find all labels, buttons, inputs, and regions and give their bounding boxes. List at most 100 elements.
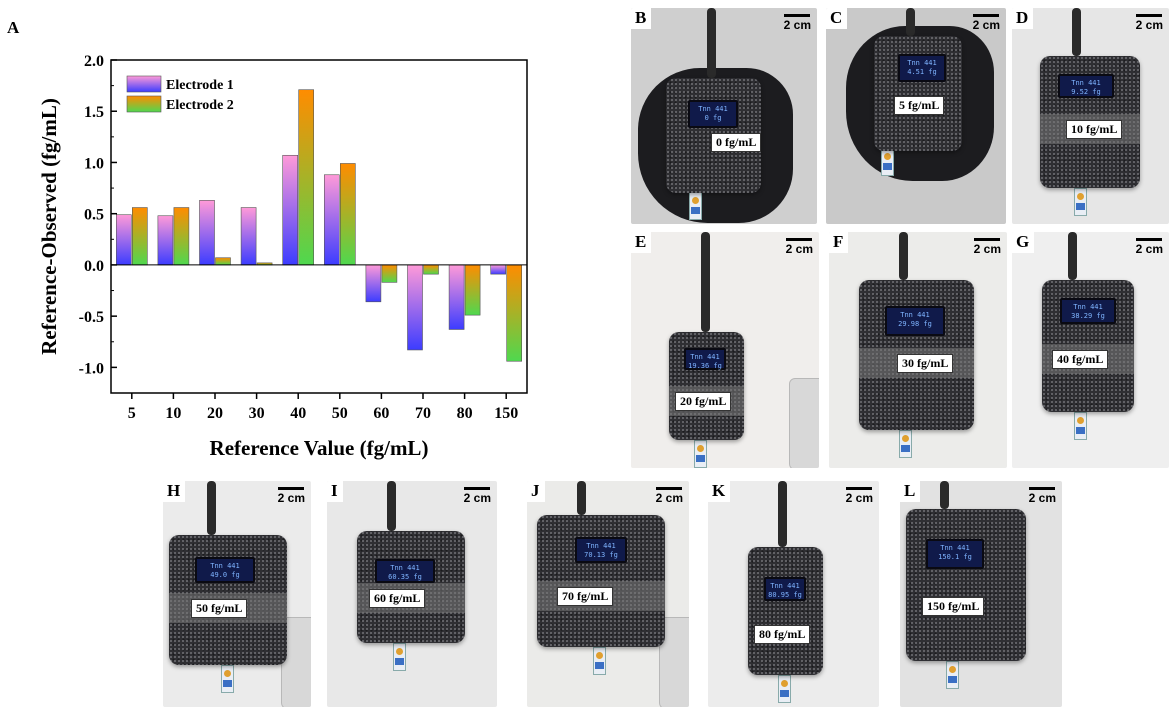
- device-photo-k: Tnn 441 80.95 fg 80 fg/mL K 2 cm: [708, 481, 879, 707]
- scale-bar: 2 cm: [656, 487, 683, 505]
- bar-40-series-2: [298, 89, 315, 266]
- panel-label: D: [1012, 8, 1034, 29]
- screen-line-1: Tnn 441: [390, 564, 420, 572]
- bar-40-series-1: [282, 154, 299, 266]
- concentration-label: 0 fg/mL: [711, 133, 762, 152]
- test-strip: [689, 192, 702, 220]
- bar-80-series-1: [448, 264, 465, 330]
- device-screen: Tnn 441 0 fg: [688, 100, 738, 128]
- screen-line-2: 49.0 fg: [210, 571, 240, 579]
- device-screen: Tnn 441 49.0 fg: [195, 557, 255, 583]
- screen-line-2: 70.13 fg: [584, 551, 618, 559]
- device-body: Tnn 441 60.35 fg 60 fg/mL: [357, 531, 465, 643]
- y-tick-label: 2.0: [84, 53, 104, 70]
- legend-swatch-series-1: [126, 75, 162, 93]
- device-body: Tnn 441 0 fg 0 fg/mL: [666, 78, 762, 193]
- device-photo-h: Tnn 441 49.0 fg 50 fg/mL H 2 cm: [163, 481, 311, 707]
- panel-label: B: [631, 8, 652, 29]
- test-strip: [946, 661, 959, 689]
- screen-line-2: 19.36 fg: [688, 362, 722, 370]
- screen-line-1: Tnn 441: [690, 353, 720, 361]
- scale-bar: 2 cm: [464, 487, 491, 505]
- bar-150-series-2: [506, 264, 523, 362]
- x-tick-label: 150: [494, 405, 518, 422]
- device-body: Tnn 441 49.0 fg 50 fg/mL: [169, 535, 287, 665]
- concentration-label: 30 fg/mL: [897, 354, 954, 373]
- scale-bar-label: 2 cm: [1135, 18, 1163, 32]
- x-tick-label: 10: [165, 405, 181, 422]
- legend-swatch-series-2: [126, 95, 162, 113]
- plot-frame: [110, 59, 528, 394]
- test-strip: [221, 665, 234, 693]
- device-screen: Tnn 441 60.35 fg: [375, 559, 435, 583]
- usb-cable: [1072, 8, 1081, 56]
- scale-bar: 2 cm: [1136, 238, 1163, 256]
- bar-30-series-1: [240, 207, 257, 266]
- y-tick-label: -1.0: [79, 360, 104, 377]
- y-tick-label: 1.0: [84, 155, 104, 172]
- x-tick-label: 60: [373, 405, 389, 422]
- panel-label: I: [327, 481, 343, 502]
- scale-bar: 2 cm: [973, 14, 1000, 32]
- bar-5-series-2: [132, 207, 148, 266]
- usb-cable: [387, 481, 396, 531]
- device-screen: Tnn 441 80.95 fg: [764, 577, 806, 601]
- x-tick-label: 20: [207, 405, 223, 422]
- concentration-label: 40 fg/mL: [1052, 350, 1109, 369]
- bar-60-series-1: [365, 264, 382, 303]
- device-photo-g: Tnn 441 38.29 fg 40 fg/mL G 2 cm: [1012, 232, 1169, 468]
- bar-5-series-1: [116, 214, 132, 266]
- panel-label: G: [1012, 232, 1035, 253]
- screen-line-1: Tnn 441: [770, 582, 800, 590]
- scale-bar-label: 2 cm: [1135, 242, 1163, 256]
- bar-20-series-2: [215, 257, 231, 266]
- test-strip: [393, 643, 406, 671]
- panel-label: E: [631, 232, 652, 253]
- usb-cable: [1068, 232, 1077, 280]
- screen-line-2: 38.29 fg: [1071, 312, 1105, 320]
- scale-bar: 2 cm: [278, 487, 305, 505]
- scale-bar-label: 2 cm: [785, 242, 813, 256]
- scale-bar: 2 cm: [846, 487, 873, 505]
- concentration-label: 60 fg/mL: [369, 589, 426, 608]
- bar-50-series-1: [323, 174, 340, 266]
- x-tick-label: 70: [415, 405, 431, 422]
- usb-cable: [207, 481, 216, 535]
- test-strip: [1074, 412, 1087, 440]
- concentration-label: 5 fg/mL: [894, 96, 945, 115]
- scale-bar: 2 cm: [1029, 487, 1056, 505]
- device-body: Tnn 441 19.36 fg 20 fg/mL: [669, 332, 744, 440]
- screen-line-1: Tnn 441: [210, 562, 240, 570]
- device-photo-j: Tnn 441 70.13 fg 70 fg/mL J 2 cm: [527, 481, 689, 707]
- background-object: [659, 617, 689, 707]
- scale-bar-label: 2 cm: [1028, 491, 1056, 505]
- concentration-label: 150 fg/mL: [922, 597, 985, 616]
- test-strip: [694, 440, 707, 468]
- bar-chart: A -1.0 -0.5 0.0 0.5 1.0 1.5 2.0 5 10 20 30 40 50 60 70 8…: [7, 18, 528, 460]
- device-body: Tnn 441 9.52 fg 10 fg/mL: [1040, 56, 1140, 188]
- usb-cable: [899, 232, 908, 280]
- y-tick-label: 0.5: [84, 207, 104, 224]
- screen-line-1: Tnn 441: [1071, 79, 1101, 87]
- screen-line-2: 60.35 fg: [388, 573, 422, 581]
- legend-label-series-2: Electrode 2: [166, 98, 234, 113]
- device-body: Tnn 441 80.95 fg 80 fg/mL: [748, 547, 823, 675]
- panel-label: H: [163, 481, 186, 502]
- legend-label-series-1: Electrode 1: [166, 78, 234, 93]
- scale-bar: 2 cm: [1136, 14, 1163, 32]
- concentration-label: 70 fg/mL: [557, 587, 614, 606]
- device-photo-d: Tnn 441 9.52 fg 10 fg/mL D 2 cm: [1012, 8, 1169, 224]
- device-screen: Tnn 441 150.1 fg: [926, 539, 984, 569]
- screen-line-2: 0 fg: [704, 114, 722, 122]
- scale-bar-label: 2 cm: [972, 18, 1000, 32]
- x-tick-label: 40: [290, 405, 306, 422]
- screen-line-2: 4.51 fg: [907, 68, 937, 76]
- device-screen: Tnn 441 4.51 fg: [898, 54, 946, 82]
- usb-cable: [778, 481, 787, 547]
- device-screen: Tnn 441 70.13 fg: [575, 537, 627, 563]
- device-photo-e: Tnn 441 19.36 fg 20 fg/mL E 2 cm: [631, 232, 819, 468]
- panel-label: C: [826, 8, 848, 29]
- device-body: Tnn 441 4.51 fg 5 fg/mL: [874, 36, 962, 151]
- y-tick-label: -0.5: [79, 309, 104, 326]
- device-body: Tnn 441 150.1 fg 150 fg/mL: [906, 509, 1026, 661]
